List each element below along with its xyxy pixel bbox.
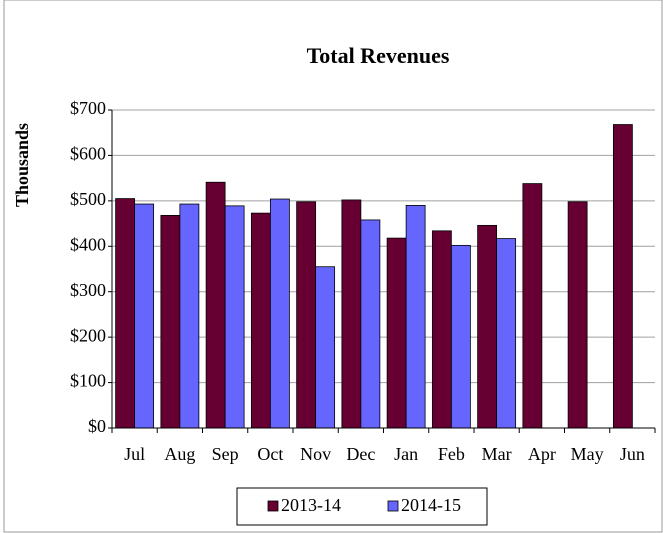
x-tick-label: Dec [346, 444, 375, 464]
bar [522, 183, 543, 429]
bar [496, 238, 517, 429]
legend-swatch [387, 500, 399, 512]
y-tick-label: $100 [70, 371, 106, 391]
y-tick-label: $600 [70, 144, 106, 164]
y-tick-label: $200 [70, 325, 106, 345]
bar [612, 124, 633, 429]
bar [134, 203, 155, 429]
bar [386, 237, 407, 429]
legend-label: 2014-15 [401, 495, 461, 515]
legend-label: 2013-14 [281, 495, 341, 515]
bar [269, 198, 290, 429]
bar [179, 203, 200, 429]
x-tick-label: Jul [124, 444, 145, 464]
legend-box [236, 487, 488, 526]
x-tick-label: Mar [482, 444, 512, 464]
bar [250, 212, 271, 429]
bar [567, 201, 588, 429]
bar [205, 181, 226, 429]
bar [315, 266, 336, 429]
bar [431, 230, 452, 429]
x-tick-label: Sep [212, 444, 239, 464]
x-tick-label: Jun [620, 444, 645, 464]
bar [296, 201, 317, 429]
bar [405, 204, 426, 429]
bar [477, 224, 498, 429]
bar [115, 198, 136, 429]
y-tick-label: $0 [88, 416, 106, 436]
x-tick-label: Nov [300, 444, 331, 464]
bar [450, 244, 471, 429]
y-tick-label: $700 [70, 98, 106, 118]
y-tick-label: $300 [70, 280, 106, 300]
x-tick-label: Apr [528, 444, 556, 464]
y-axis-label: Thousands [12, 123, 32, 207]
x-tick-label: Oct [257, 444, 283, 464]
x-tick-label: Feb [438, 444, 465, 464]
x-tick-label: Aug [164, 444, 195, 464]
bar [160, 214, 181, 429]
chart-frame [3, 0, 663, 533]
x-tick-label: May [571, 444, 604, 464]
y-tick-label: $400 [70, 234, 106, 254]
x-tick-label: Jan [394, 444, 418, 464]
bar [341, 199, 362, 429]
bar [360, 219, 381, 429]
bar [224, 205, 245, 429]
chart-title: Total Revenues [307, 43, 450, 68]
legend-swatch [267, 500, 279, 512]
y-tick-label: $500 [70, 189, 106, 209]
